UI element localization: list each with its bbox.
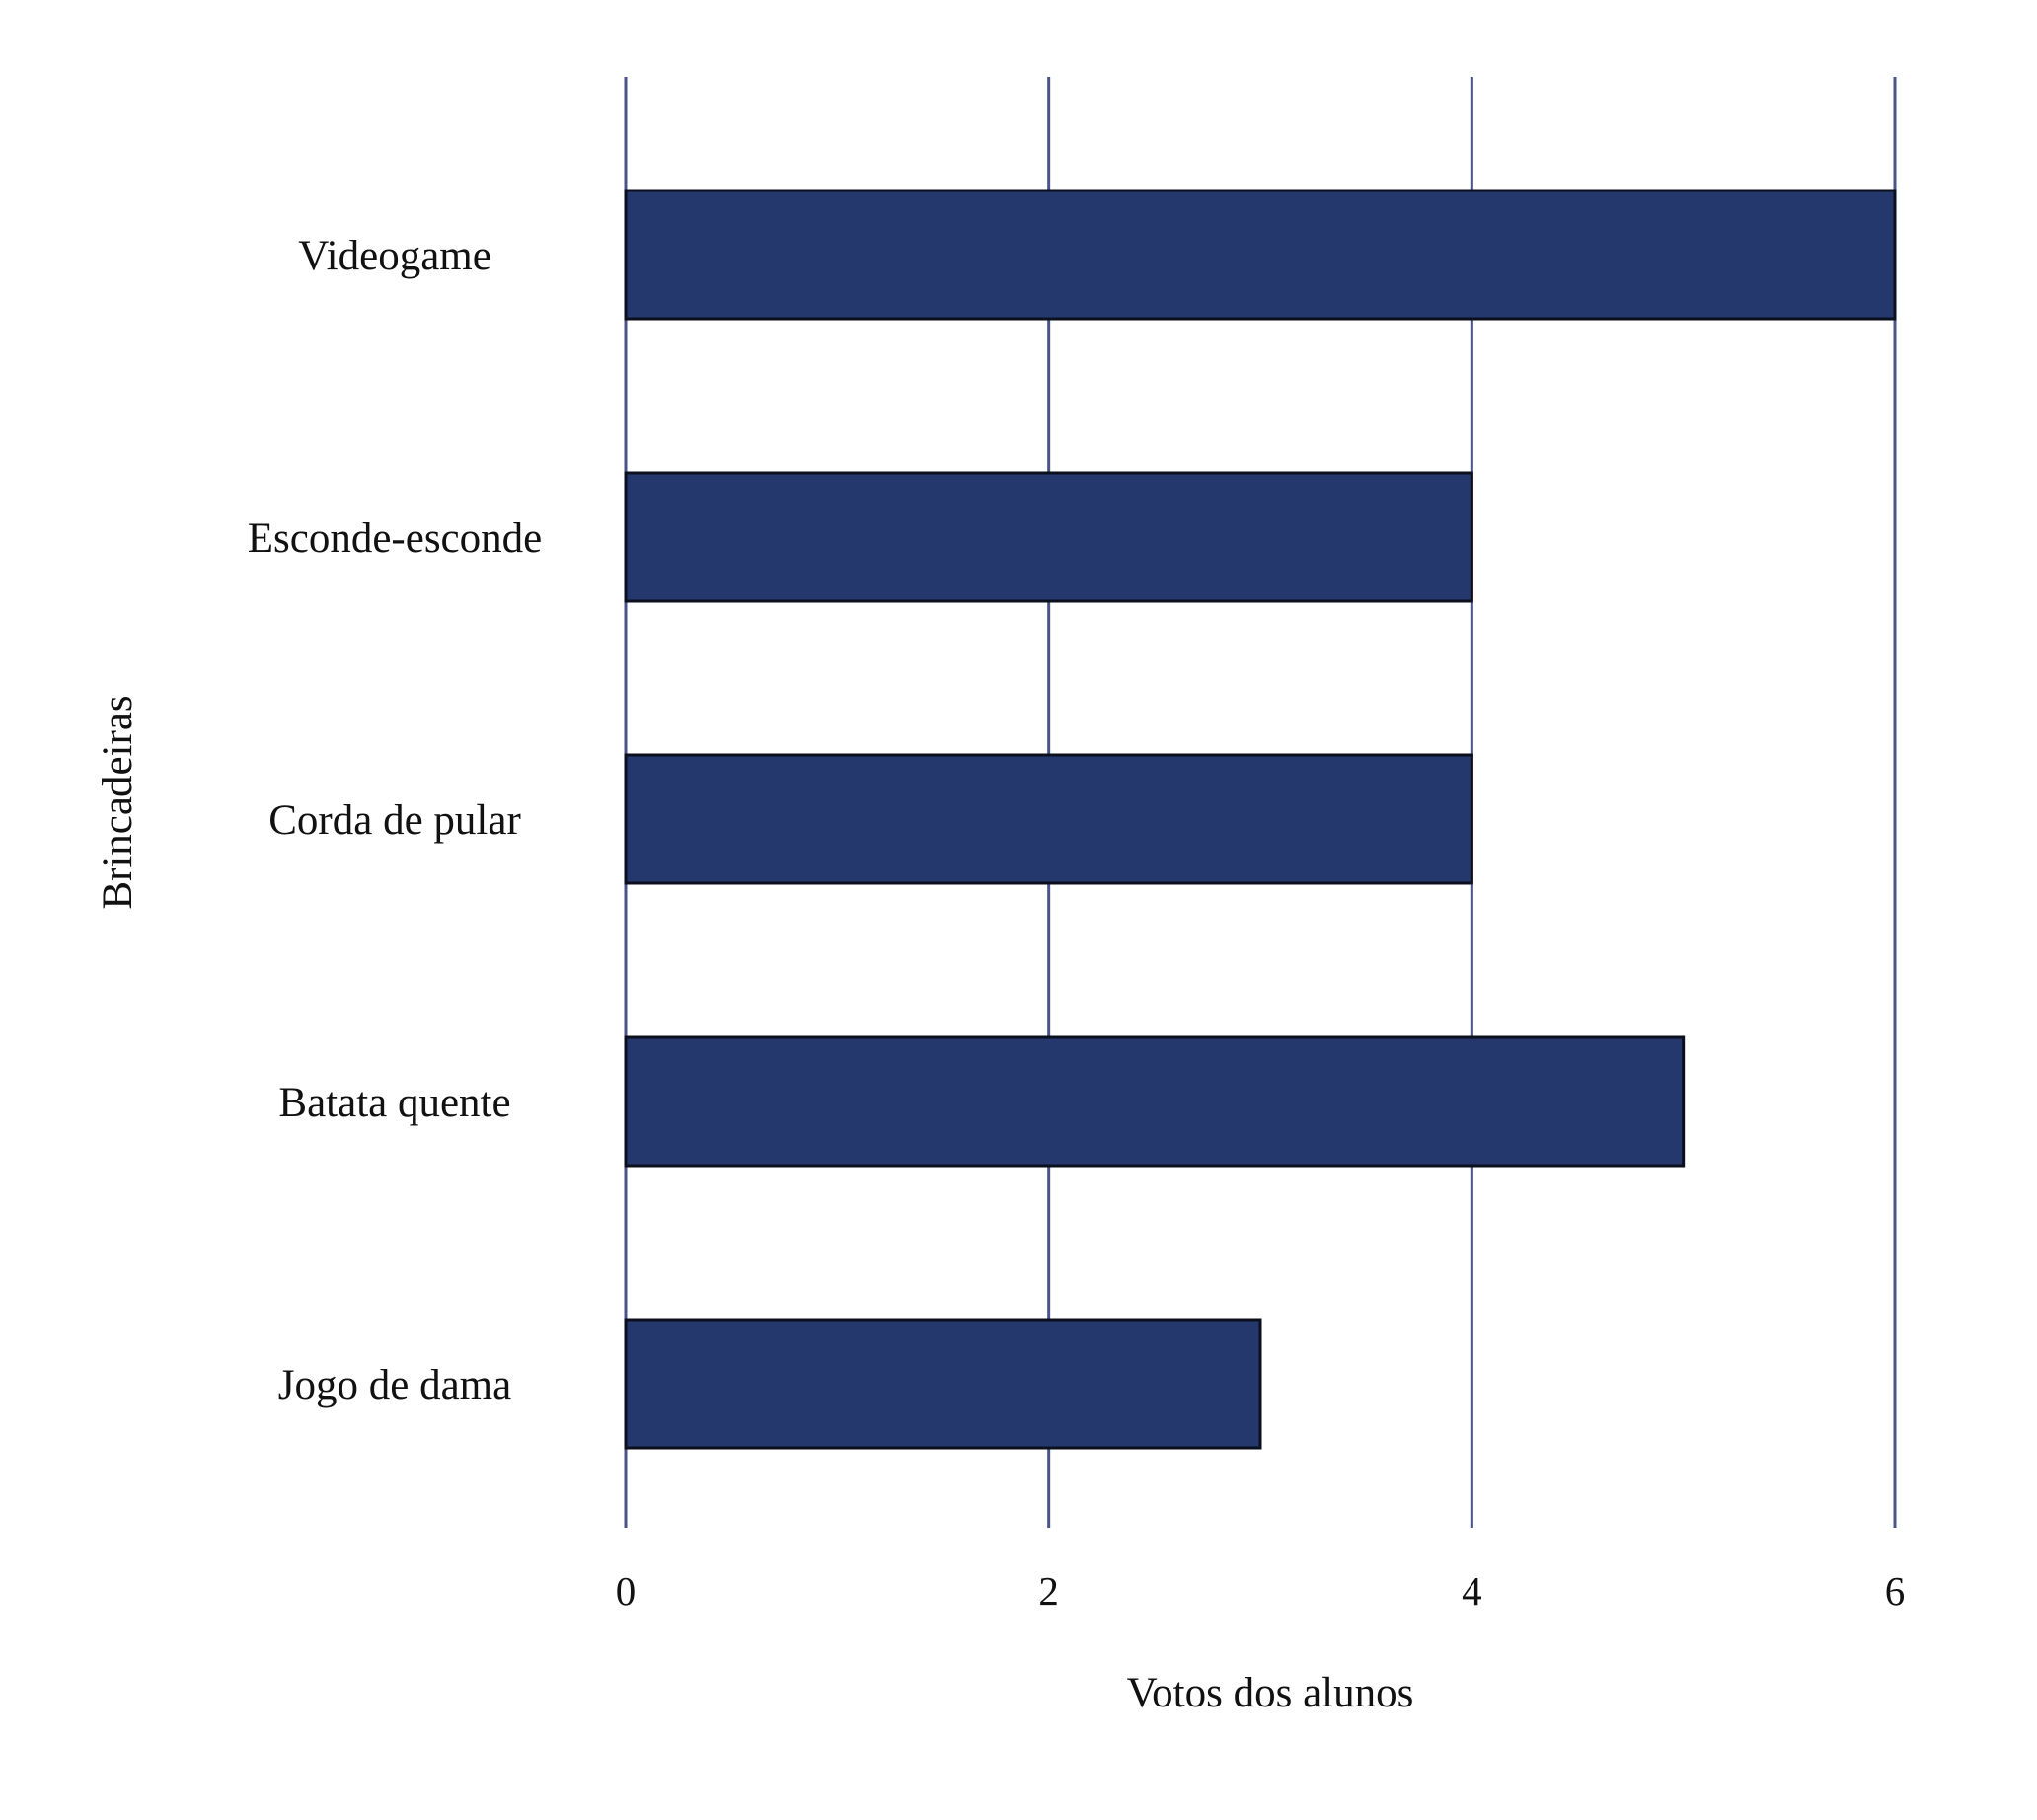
- bars: [624, 189, 1897, 1450]
- category-label-batata-quente: Batata quente: [278, 1080, 510, 1126]
- category-label-videogame: Videogame: [298, 233, 491, 279]
- category-labels: Videogame Esconde-esconde Corda de pular Ba…: [248, 233, 542, 1408]
- x-tick-labels: 0 2 4 6: [616, 1568, 1906, 1614]
- x-tick-label-2: 2: [1038, 1568, 1059, 1614]
- bar-esconde-esconde: [624, 471, 1473, 603]
- x-tick-label-4: 4: [1462, 1568, 1482, 1614]
- bar-jogo-de-dama: [624, 1318, 1262, 1450]
- x-tick-label-6: 6: [1885, 1568, 1906, 1614]
- bar-batata-quente: [624, 1035, 1686, 1168]
- category-label-jogo-de-dama: Jogo de dama: [278, 1362, 511, 1408]
- bar-corda-de-pular: [624, 753, 1473, 885]
- bar-videogame: [624, 189, 1897, 321]
- category-label-corda-de-pular: Corda de pular: [268, 797, 521, 844]
- x-axis-title: Votos dos alunos: [1127, 1670, 1414, 1716]
- x-tick-label-0: 0: [616, 1568, 637, 1614]
- category-label-esconde-esconde: Esconde-esconde: [248, 515, 542, 562]
- y-axis-title: Brincadeiras: [95, 695, 141, 909]
